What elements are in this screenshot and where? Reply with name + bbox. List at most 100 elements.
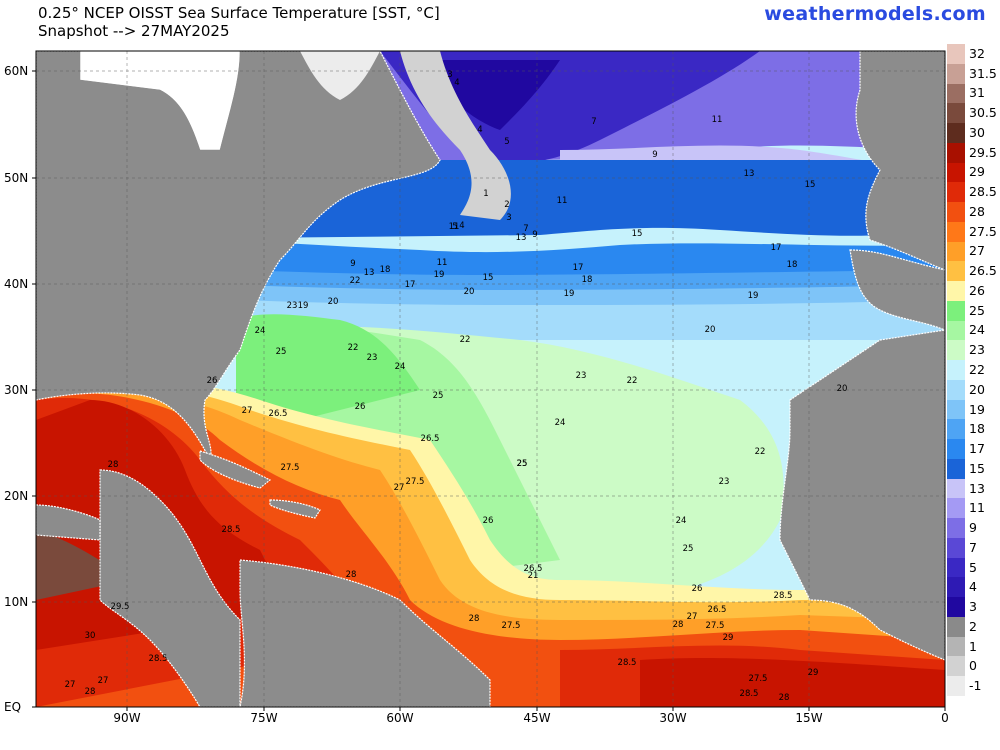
contour-label: 5	[504, 137, 509, 147]
legend-label: 27.5	[969, 223, 997, 239]
contour-label: 26.5	[269, 409, 288, 419]
contour-label: 4	[477, 125, 482, 135]
contour-label: 11	[437, 258, 448, 268]
contour-label: 28	[346, 570, 357, 580]
lat-label-eq: EQ	[4, 700, 22, 714]
contour-label: 3	[506, 213, 511, 223]
contour-label: 11	[557, 196, 568, 206]
legend-swatch	[947, 676, 965, 697]
contour-label: 22	[627, 376, 638, 386]
contour-label: 19	[434, 270, 445, 280]
contour-label: 28	[673, 620, 684, 630]
legend-swatch	[947, 597, 965, 618]
legend-label: 30.5	[969, 105, 997, 121]
contour-label: 7	[523, 224, 528, 234]
legend-swatch	[947, 399, 965, 420]
legend-label: 5	[969, 559, 977, 575]
contour-label: 29	[808, 668, 819, 678]
lon-label-60w: 60W	[386, 711, 414, 725]
legend-label: 1	[969, 638, 977, 654]
contour-label: 25	[433, 391, 444, 401]
contour-label: 27.5	[502, 621, 521, 631]
lon-label-90w: 90W	[113, 711, 141, 725]
contour-label: 27	[65, 680, 76, 690]
legend-swatch	[947, 439, 965, 460]
contour-label: 9	[350, 259, 355, 269]
contour-label: 23	[576, 371, 587, 381]
legend-label: 28	[969, 203, 985, 219]
legend-swatch	[947, 202, 965, 223]
contour-label: 25	[517, 459, 528, 469]
lat-label-30n: 30N	[4, 383, 29, 397]
contour-label: 26.5	[421, 434, 440, 444]
legend-label: -1	[969, 678, 982, 694]
contour-label: 20	[837, 384, 848, 394]
legend-swatch	[947, 281, 965, 302]
lat-label-10n: 10N	[4, 595, 29, 609]
legend-label: 31.5	[969, 65, 997, 81]
land	[36, 51, 945, 707]
contour-label: 19	[298, 301, 309, 311]
contour-label: 28	[108, 460, 119, 470]
legend-swatch	[947, 182, 965, 203]
legend-label: 0	[969, 658, 977, 674]
contour-label: 4	[459, 221, 464, 231]
lat-label-40n: 40N	[4, 277, 29, 291]
contour-label: 13	[744, 169, 755, 179]
legend-label: 31	[969, 85, 985, 101]
legend-label: 15	[969, 460, 985, 476]
legend-swatch	[947, 360, 965, 381]
contour-label: 5	[452, 222, 457, 232]
contour-label: 27	[687, 612, 698, 622]
legend-swatch	[947, 241, 965, 262]
contour-label: 26	[483, 516, 494, 526]
legend-swatch	[947, 656, 965, 677]
contour-label: 28	[469, 614, 480, 624]
legend-swatch	[947, 63, 965, 84]
contour-label: 4	[454, 78, 459, 88]
contour-label: 26	[207, 376, 218, 386]
legend-label: 13	[969, 480, 985, 496]
legend-swatch	[947, 83, 965, 104]
legend-swatch	[947, 123, 965, 144]
legend-swatch	[947, 261, 965, 282]
contour-label: 22	[460, 335, 471, 345]
legend-swatch	[947, 518, 965, 539]
contour-label: 22	[755, 447, 766, 457]
legend-label: 32	[969, 45, 985, 61]
contour-label: 9	[532, 230, 537, 240]
legend-swatch	[947, 340, 965, 361]
map-title: 0.25° NCEP OISST Sea Surface Temperature…	[38, 4, 440, 22]
contour-label: 26	[355, 402, 366, 412]
contour-label: 13	[516, 233, 527, 243]
contour-label: 27	[394, 483, 405, 493]
contour-label: 19	[564, 289, 575, 299]
lon-label-30w: 30W	[659, 711, 687, 725]
graticule	[36, 51, 945, 707]
legend-swatch	[947, 379, 965, 401]
legend-swatch	[947, 498, 965, 519]
contour-label: 25	[276, 347, 287, 357]
lon-label-75w: 75W	[250, 711, 278, 725]
legend-label: 27	[969, 243, 985, 259]
contour-label: 27.5	[406, 477, 425, 487]
contour-label: 23	[367, 353, 378, 363]
lat-label-50n: 50N	[4, 171, 29, 185]
legend-label: 20	[969, 381, 985, 397]
brand-logo[interactable]: weathermodels.com	[764, 3, 986, 25]
contour-label: 30	[85, 631, 96, 641]
legend-swatch	[947, 103, 965, 124]
contour-label: 26.5	[708, 605, 727, 615]
legend-label: 11	[969, 500, 985, 516]
contour-label: 28	[779, 693, 790, 703]
legend-label: 23	[969, 342, 985, 358]
contour-label: 27.5	[749, 674, 768, 684]
contour-label: 28.5	[222, 525, 241, 535]
contour-label: 17	[771, 243, 782, 253]
contour-label: 25	[517, 459, 528, 469]
contour-label: 28.5	[774, 591, 793, 601]
contour-label: 26.5	[524, 564, 543, 574]
contour-label: 17	[573, 263, 584, 273]
legend-swatch	[947, 419, 965, 440]
contour-label: 13	[364, 268, 375, 278]
